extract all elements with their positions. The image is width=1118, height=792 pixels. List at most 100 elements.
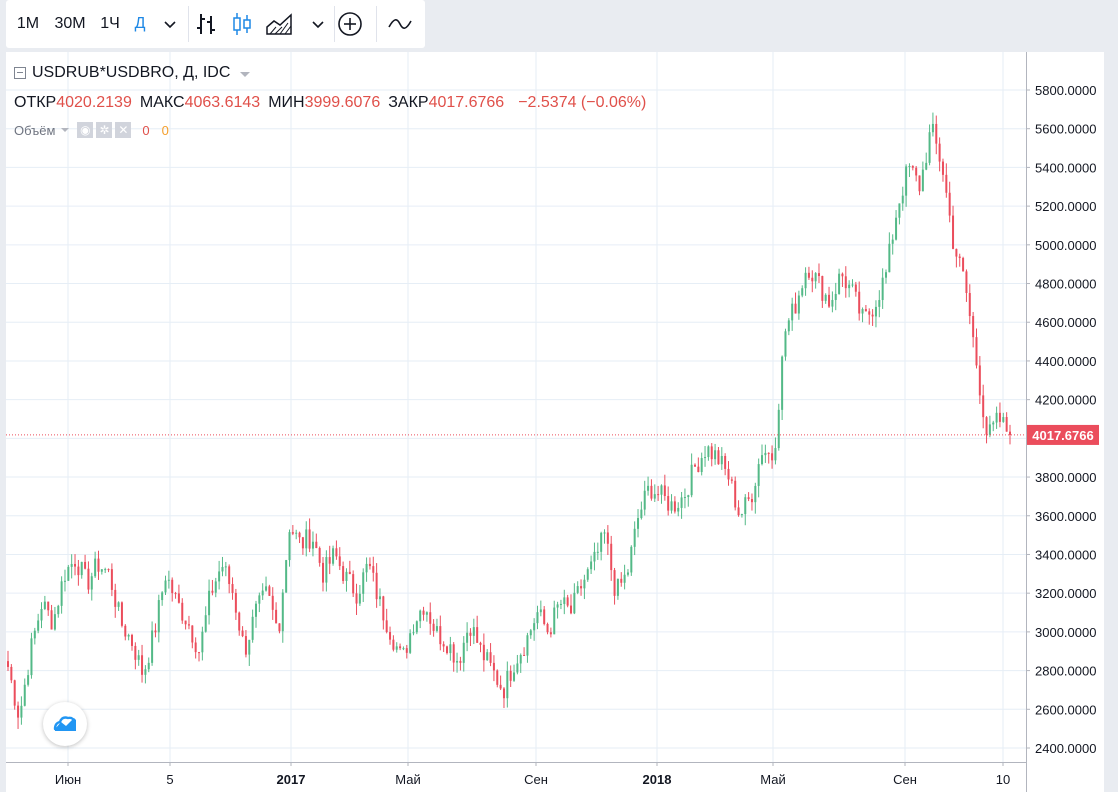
candle-body [925,162,928,170]
interval-1h-button[interactable]: 1Ч [100,15,120,32]
collapse-icon[interactable] [14,67,26,79]
candle-body [801,288,804,296]
candle-body [901,195,904,204]
y-tick-label: 4800.0000 [1035,277,1096,292]
candle-body [288,532,291,561]
close-icon[interactable]: ✕ [115,122,132,138]
candle-body [204,615,207,632]
ohlc-legend: ОТКР4020.2139 МАКС4063.6143 МИН3999.6076 ЗА… [14,94,646,112]
candle-body [147,662,150,670]
last-price-label: 4017.6766 [1032,428,1093,443]
caret-down-icon[interactable] [61,128,70,132]
interval-1m-button[interactable]: 1М [16,15,40,32]
candle-body [777,409,780,449]
open-value: 4020.2139 [56,94,132,111]
candle-body [462,642,465,663]
candle-body [861,309,864,314]
tradingview-logo-icon [53,716,76,731]
candle-body [265,586,268,591]
bars-icon[interactable] [192,10,220,38]
candle-body [637,518,640,529]
candle-body [848,284,851,289]
interval-day-button[interactable]: Д [134,15,146,32]
area-icon[interactable] [264,10,292,38]
candle-body [1002,417,1005,422]
candle-body [750,499,753,503]
candle-body [831,299,834,307]
candle-body [905,166,908,196]
interval-30m-button[interactable]: 30М [54,15,86,32]
candle-body [556,604,559,608]
y-tick-label: 4200.0000 [1035,393,1096,408]
candle-body [931,123,934,133]
change-value: −2.5374 (−0.06%) [518,94,647,111]
chevron-down-icon[interactable] [156,10,184,38]
candle-body [445,646,449,654]
x-tick-label: Сен [524,772,548,787]
candle-body [362,572,365,594]
candle-body [17,705,20,718]
candle-body [784,331,787,357]
candle-body [972,316,975,338]
candle-body [533,623,536,631]
low-value: 3999.6076 [304,94,381,111]
candle-body [130,634,133,646]
candle-body [593,551,596,562]
candle-body [27,675,30,685]
candle-body [653,494,656,499]
candle-body [700,458,703,473]
candle-body [643,490,646,510]
eye-icon[interactable]: ◉ [77,122,94,138]
candle-body [221,567,224,572]
candle-body [425,612,428,615]
candle-body [844,276,847,289]
candle-body [67,566,70,581]
candle-body [60,581,63,606]
y-tick-label: 2800.0000 [1035,664,1096,679]
candle-body [208,590,211,616]
candle-body [171,579,174,594]
candle-body [409,633,412,653]
compare-add-icon[interactable] [336,10,364,38]
candle-body [77,566,80,576]
candle-body [881,277,884,301]
candle-body [459,660,462,663]
candle-body [472,627,475,636]
high-value: 4063.6143 [184,94,261,111]
logo-button[interactable] [43,702,87,746]
y-tick-label: 5400.0000 [1035,160,1096,175]
volume-value-1: 0 [142,122,150,138]
candle-body [553,607,556,635]
price-chart[interactable]: 2400.0000 2600.0000 2800.0000 3000.0000 3200… [6,52,1104,792]
candle-body [466,632,469,643]
x-tick-label: 2018 [643,772,672,787]
chevron-down-icon[interactable] [304,10,332,38]
candle-body [787,320,790,332]
candle-body [821,276,824,301]
candle-body [496,670,499,685]
candle-body [70,563,73,567]
candle-body [543,609,546,624]
candle-body [888,243,891,273]
candle-body [754,485,757,503]
candle-body [673,501,676,512]
y-tick-label: 2600.0000 [1035,702,1096,717]
caret-down-icon[interactable] [240,71,251,77]
candle-body [576,586,579,593]
candle-body [600,532,603,552]
open-label: ОТКР [14,94,57,111]
indicators-icon[interactable] [386,10,414,38]
candle-body [100,569,103,572]
candle-body [1005,417,1008,432]
candle-body [633,528,636,547]
candle-body [680,497,683,508]
y-tick-label: 3400.0000 [1035,547,1096,562]
gear-icon[interactable]: ✲ [96,122,113,138]
candle-body [231,584,234,593]
candle-body [372,566,375,573]
candle-body [858,291,861,314]
candle-body [405,648,408,653]
candle-body [573,592,576,614]
candles-icon[interactable] [228,10,256,38]
candle-body [355,593,358,604]
